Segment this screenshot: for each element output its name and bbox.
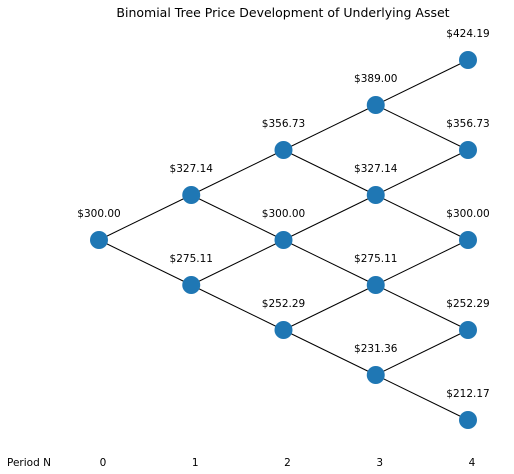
node-price-label: $300.00 xyxy=(446,208,489,220)
tree-node xyxy=(90,231,108,249)
tree-edges xyxy=(98,59,469,421)
node-price-label: $327.14 xyxy=(354,163,398,175)
period-tick-label: 4 xyxy=(469,457,476,469)
node-price-label: $252.29 xyxy=(262,298,305,310)
tree-edge xyxy=(375,194,469,241)
tree-edge xyxy=(375,59,469,106)
node-price-label: $300.00 xyxy=(262,208,305,220)
node-price-label: $389.00 xyxy=(354,73,397,85)
tree-edge xyxy=(283,329,376,376)
tree-node xyxy=(366,366,385,384)
tree-edge xyxy=(191,149,284,196)
node-price-label: $356.73 xyxy=(262,118,305,130)
tree-node xyxy=(459,141,477,159)
node-labels: $300.00 $327.14 $275.11 $356.73 $300.00 $252.… xyxy=(77,28,489,400)
node-price-label: $356.73 xyxy=(446,118,489,130)
period-axis: Period N 0 1 2 3 4 xyxy=(7,457,476,469)
tree-edge xyxy=(283,149,376,196)
tree-edge xyxy=(375,239,469,286)
tree-edge xyxy=(283,194,376,241)
tree-node xyxy=(459,231,477,249)
tree-node xyxy=(182,276,201,294)
tree-edge xyxy=(375,329,469,376)
node-price-label: $212.17 xyxy=(446,388,489,400)
tree-edge xyxy=(191,284,284,331)
tree-edge xyxy=(98,239,192,286)
tree-node xyxy=(274,141,293,159)
period-tick-label: 1 xyxy=(192,457,199,469)
tree-edge xyxy=(375,149,469,196)
node-price-label: $424.19 xyxy=(446,28,489,40)
tree-node xyxy=(459,411,477,429)
tree-node xyxy=(366,186,385,204)
node-price-label: $300.00 xyxy=(77,208,120,220)
tree-edge xyxy=(375,374,469,421)
node-price-label: $275.11 xyxy=(354,253,397,265)
tree-edge xyxy=(191,239,284,286)
tree-edge xyxy=(375,104,469,151)
tree-edge xyxy=(283,239,376,286)
period-axis-label: Period N xyxy=(7,457,51,469)
node-price-label: $252.29 xyxy=(446,298,489,310)
tree-edge xyxy=(98,194,192,241)
node-price-label: $231.36 xyxy=(354,343,398,355)
period-tick-label: 0 xyxy=(100,457,107,469)
period-tick-label: 3 xyxy=(376,457,383,469)
tree-node xyxy=(459,321,477,339)
tree-node xyxy=(459,51,477,69)
tree-nodes xyxy=(90,51,477,429)
tree-node xyxy=(366,276,385,294)
tree-edge xyxy=(375,284,469,331)
period-tick-label: 2 xyxy=(284,457,291,469)
tree-edge xyxy=(283,284,376,331)
tree-node xyxy=(274,321,293,339)
chart-title: Binomial Tree Price Development of Under… xyxy=(116,5,449,20)
tree-node xyxy=(182,186,201,204)
node-price-label: $275.11 xyxy=(170,253,213,265)
tree-node xyxy=(366,96,385,114)
tree-edge xyxy=(283,104,376,151)
tree-node xyxy=(274,231,293,249)
node-price-label: $327.14 xyxy=(170,163,214,175)
tree-edge xyxy=(191,194,284,241)
